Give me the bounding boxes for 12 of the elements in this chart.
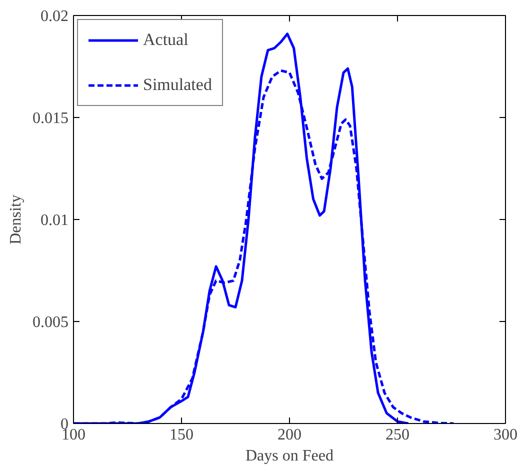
x-axis-title: Days on Feed	[246, 448, 334, 464]
x-tick-label: 200	[278, 426, 302, 444]
legend-label: Actual	[143, 30, 188, 50]
legend-label: Simulated	[143, 75, 212, 95]
y-tick-label: 0.005	[32, 314, 68, 331]
x-tick-label: 300	[494, 426, 518, 444]
x-tick-label: 150	[170, 426, 194, 444]
x-tick-label: 250	[386, 426, 410, 444]
y-tick-label: 0.02	[40, 8, 68, 25]
y-axis-title: Density	[8, 194, 24, 244]
y-tick-label: 0.015	[32, 110, 68, 127]
y-tick-label: 0.01	[40, 212, 68, 229]
